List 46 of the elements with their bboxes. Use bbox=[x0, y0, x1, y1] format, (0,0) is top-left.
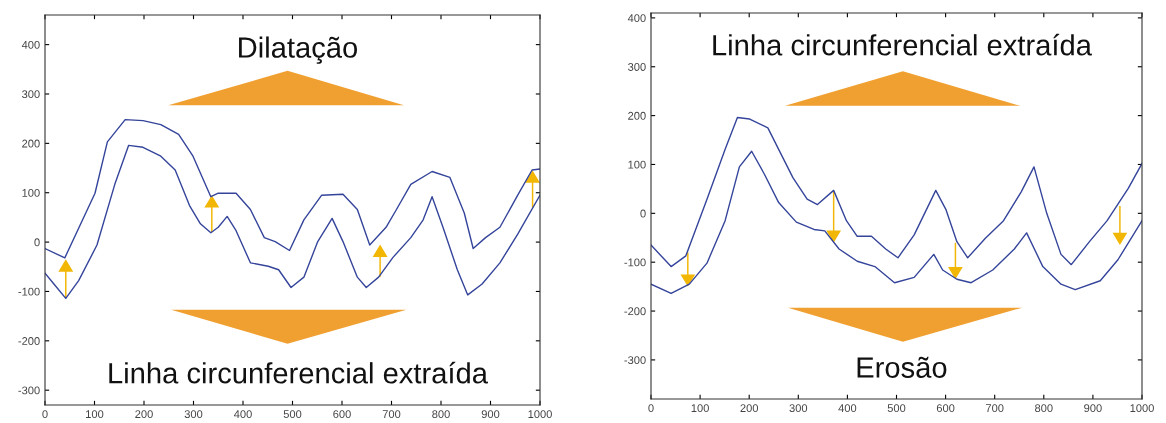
y-tick-label: 400 bbox=[627, 14, 646, 23]
x-tick-label: 700 bbox=[382, 410, 401, 419]
y-tick-label: 300 bbox=[628, 63, 646, 71]
y-tick-label: -200 bbox=[624, 307, 646, 316]
x-tick-label: 900 bbox=[481, 410, 500, 419]
annotation: Linha circunferencial extraída bbox=[713, 33, 1092, 56]
annotation: Dilatação bbox=[239, 36, 358, 64]
annotation: Erosão bbox=[857, 356, 947, 378]
x-tick-label: 800 bbox=[432, 410, 450, 419]
x-tick-label: 500 bbox=[887, 404, 906, 413]
x-tick-label: 600 bbox=[333, 410, 351, 419]
x-tick-label: 200 bbox=[135, 410, 153, 419]
x-tick-label: 100 bbox=[691, 404, 709, 413]
y-tick-label: 100 bbox=[628, 160, 646, 169]
x-tick-label: 1000 bbox=[1130, 404, 1154, 413]
x-tick-label: 800 bbox=[1035, 404, 1053, 413]
line-series bbox=[651, 150, 1142, 295]
x-tick-label: 400 bbox=[233, 410, 252, 419]
y-tick-label: 400 bbox=[21, 40, 40, 49]
y-tick-label: 0 bbox=[34, 238, 40, 247]
x-tick-label: 400 bbox=[838, 404, 857, 413]
x-tick-label: 1000 bbox=[528, 410, 552, 419]
annotation: Linha circunferencial extraída bbox=[109, 361, 488, 384]
x-tick-label: 700 bbox=[986, 404, 1004, 413]
y-tick-label: 0 bbox=[640, 209, 646, 218]
x-tick-label: 0 bbox=[42, 410, 48, 419]
x-tick-label: 600 bbox=[936, 404, 955, 413]
y-tick-label: 200 bbox=[22, 139, 40, 148]
y-tick-label: 300 bbox=[22, 90, 40, 99]
x-tick-label: 100 bbox=[86, 410, 104, 419]
line-series bbox=[651, 116, 1142, 268]
x-tick-label: 500 bbox=[283, 410, 302, 419]
y-tick-label: -100 bbox=[18, 287, 40, 296]
line-series bbox=[45, 144, 540, 300]
x-tick-label: 300 bbox=[184, 410, 203, 419]
x-tick-label: 900 bbox=[1084, 404, 1102, 413]
line-series bbox=[45, 118, 540, 259]
x-tick-label: 300 bbox=[789, 404, 808, 413]
y-tick-label: 200 bbox=[628, 111, 646, 120]
x-tick-label: 200 bbox=[740, 404, 759, 413]
y-tick-label: -100 bbox=[624, 258, 646, 267]
x-tick-label: 0 bbox=[648, 404, 654, 413]
y-tick-label: 100 bbox=[22, 188, 40, 197]
y-tick-label: -300 bbox=[18, 386, 40, 395]
y-tick-label: -200 bbox=[18, 337, 40, 345]
y-tick-label: -300 bbox=[624, 356, 646, 365]
